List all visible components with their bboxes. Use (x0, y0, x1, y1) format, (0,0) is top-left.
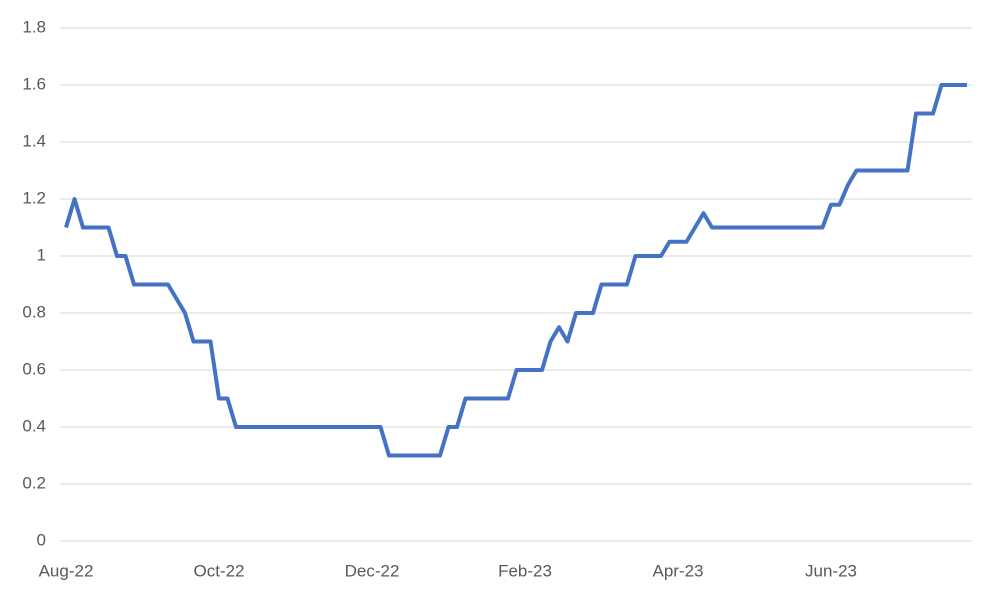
y-tick-label: 0 (37, 530, 46, 549)
y-tick-label: 0.2 (22, 473, 46, 492)
y-tick-label: 1.6 (22, 74, 46, 93)
x-tick-label: Oct-22 (193, 561, 244, 580)
x-tick-label: Aug-22 (39, 561, 94, 580)
x-tick-label: Feb-23 (498, 561, 552, 580)
y-tick-label: 0.4 (22, 416, 46, 435)
y-tick-label: 1.4 (22, 131, 46, 150)
x-tick-label: Apr-23 (652, 561, 703, 580)
y-tick-label: 1 (37, 245, 46, 264)
y-tick-label: 1.8 (22, 17, 46, 36)
y-tick-label: 1.2 (22, 188, 46, 207)
line (64, 83, 967, 458)
x-tick-label: Dec-22 (345, 561, 400, 580)
y-tick-label: 0.6 (22, 359, 46, 378)
x-tick-label: Jun-23 (805, 561, 857, 580)
y-tick-label: 0.8 (22, 302, 46, 321)
